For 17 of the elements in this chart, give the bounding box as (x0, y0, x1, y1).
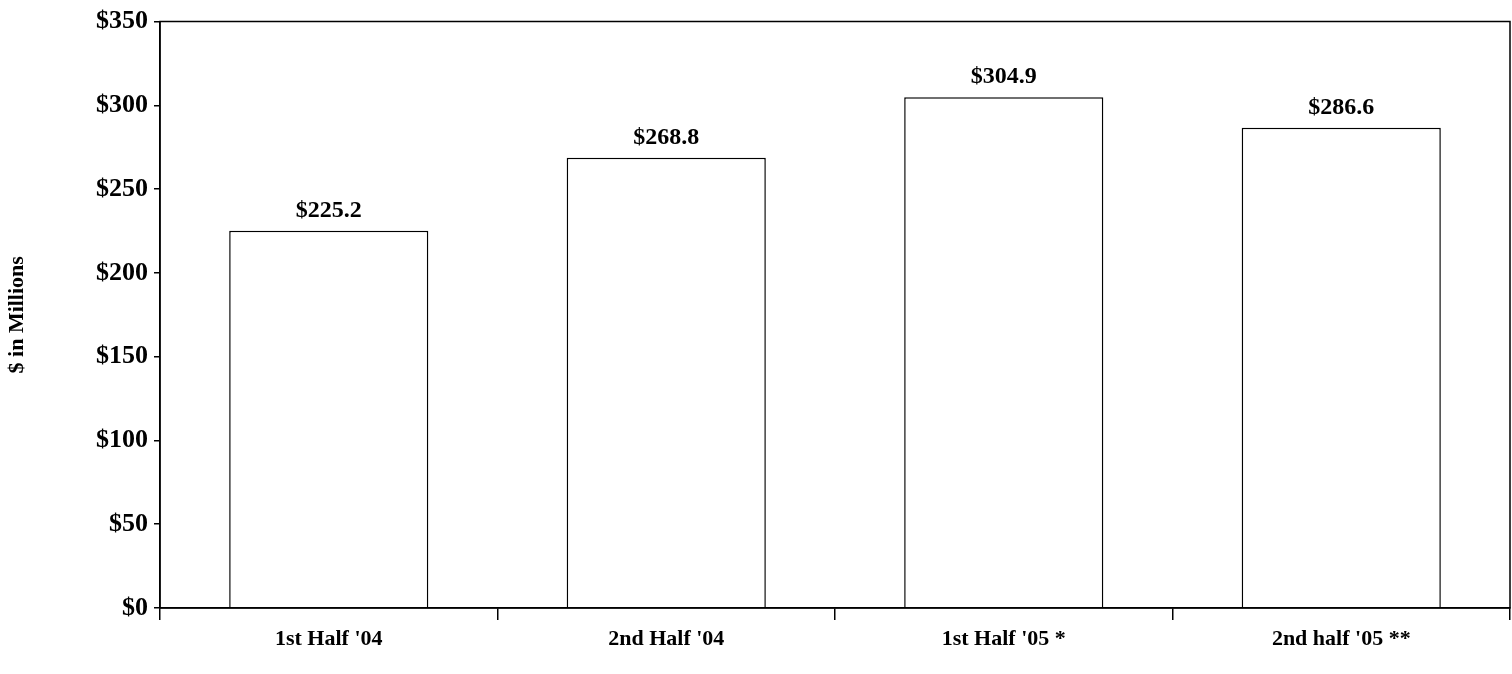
y-tick-label: $0 (122, 591, 148, 621)
data-label: $304.9 (970, 62, 1037, 89)
data-label: $286.6 (1308, 93, 1375, 120)
x-tick-label: 2nd Half '04 (608, 624, 725, 650)
data-label: $225.2 (295, 195, 362, 222)
y-tick-label: $300 (96, 89, 148, 119)
y-tick-label: $200 (96, 256, 148, 286)
x-tick-label: 1st Half '05 * (941, 624, 1066, 650)
y-axis-title: $ in Millions (2, 255, 28, 374)
y-tick-label: $350 (96, 5, 148, 35)
y-tick-label: $100 (96, 424, 148, 454)
data-label: $268.8 (633, 122, 700, 149)
x-tick-label: 2nd half '05 ** (1271, 624, 1411, 650)
y-tick-label: $250 (96, 172, 148, 202)
y-tick-label: $50 (109, 507, 148, 537)
y-tick-label: $150 (96, 340, 148, 370)
x-tick-label: 1st Half '04 (274, 624, 383, 650)
